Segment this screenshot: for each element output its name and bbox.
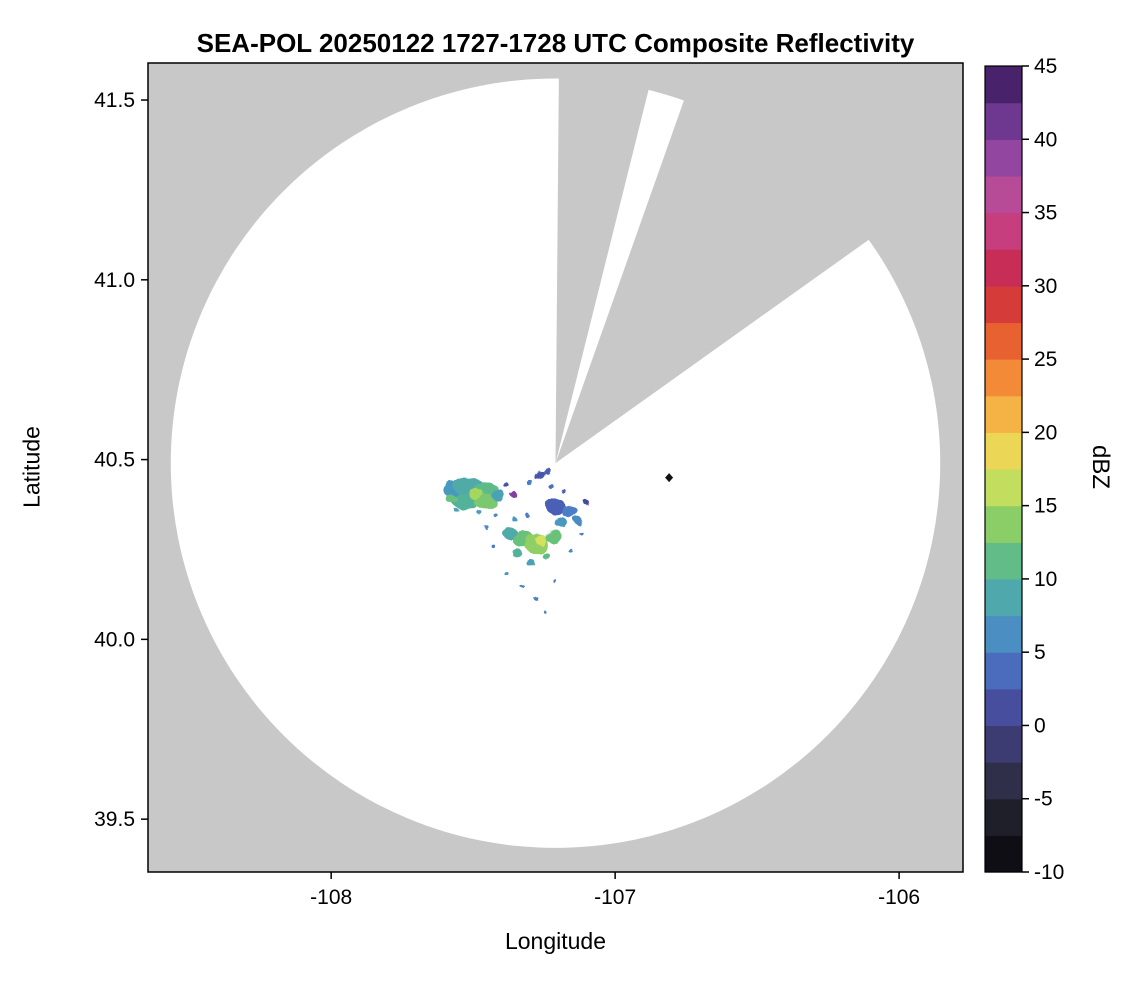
colorbar-band [985, 578, 1022, 617]
plot-frame [147, 62, 964, 873]
colorbar-tick-label: 20 [1034, 421, 1057, 444]
y-axis-label: Latitude [18, 426, 45, 508]
colorbar-tick-label: 30 [1034, 275, 1057, 298]
colorbar-band [985, 798, 1022, 836]
colorbar-tick-label: 0 [1034, 714, 1046, 737]
colorbar-tick-label: -5 [1034, 788, 1053, 811]
radar-echo [476, 509, 482, 514]
colorbar-band [985, 615, 1022, 653]
x-tick-label: -108 [310, 886, 352, 909]
colorbar-tick-label: 25 [1034, 348, 1057, 371]
colorbar-tick-label: 45 [1034, 55, 1057, 78]
radar-echo [561, 505, 578, 519]
colorbar-band [985, 359, 1022, 397]
radar-echo [493, 513, 499, 518]
radar-echo [468, 488, 484, 500]
colorbar-band [985, 66, 1022, 104]
station-marker [665, 473, 674, 483]
colorbar-band [985, 175, 1022, 214]
colorbar-band [985, 652, 1022, 690]
radar-echo [543, 466, 551, 474]
chart-title: SEA-POL 20250122 1727-1728 UTC Composite… [196, 28, 915, 58]
colorbar-band [985, 249, 1022, 287]
colorbar-band [985, 432, 1022, 470]
radar-echo [545, 529, 563, 545]
radar-echo [534, 471, 545, 481]
colorbar-tick-label: -10 [1034, 861, 1064, 884]
colorbar-band [985, 835, 1022, 873]
radar-echo [491, 490, 506, 501]
radar-echo [543, 553, 551, 560]
radar-echo [535, 535, 547, 546]
radar-echo [543, 610, 548, 614]
colorbar-band [985, 322, 1022, 360]
colorbar-band [985, 725, 1022, 763]
colorbar-band [985, 505, 1022, 543]
radar-echo [573, 517, 583, 525]
radar-echo [583, 500, 590, 506]
radar-echo [502, 482, 509, 488]
colorbar-label: dBZ [1087, 444, 1114, 490]
radar-echo [485, 525, 490, 531]
colorbar-frame [984, 65, 1023, 873]
radar-echo [568, 549, 574, 554]
radar-echo [512, 548, 523, 558]
radar-echo [525, 558, 535, 566]
colorbar-band [985, 395, 1022, 433]
colorbar-tick-label: 35 [1034, 202, 1057, 225]
colorbar-band [985, 285, 1022, 324]
radar-echo [509, 490, 517, 497]
colorbar-tick-label: 15 [1034, 495, 1057, 518]
radar-echo [513, 518, 519, 523]
y-tick-label: 40.5 [94, 449, 135, 472]
y-tick-label: 41.0 [94, 269, 135, 292]
radar-echo [503, 571, 509, 575]
colorbar-band [985, 212, 1022, 250]
colorbar-band [985, 139, 1022, 177]
radar-echo [446, 494, 458, 504]
radar-echo [526, 480, 534, 486]
colorbar-tick-label: 10 [1034, 568, 1057, 591]
radar-echoes [443, 466, 590, 614]
radar-echo [453, 508, 459, 512]
x-axis-label: Longitude [504, 928, 607, 954]
radar-echo [579, 531, 584, 536]
colorbar-band [985, 688, 1022, 727]
radar-echo [545, 498, 566, 515]
y-tick-label: 39.5 [94, 808, 135, 831]
x-tick-label: -107 [594, 886, 636, 909]
radar-echo [524, 513, 530, 518]
blocked-sector [555, 63, 656, 464]
radar-echo [533, 596, 538, 600]
radar-echo [491, 544, 496, 548]
colorbar-tick-label: 5 [1034, 641, 1046, 664]
plot-area [170, 63, 948, 848]
y-tick-label: 41.5 [94, 89, 135, 112]
x-tick-label: -106 [878, 886, 920, 909]
radar-echo [548, 484, 555, 490]
radar-echo [560, 487, 566, 493]
blocked-sector [555, 63, 948, 464]
colorbar-band [985, 469, 1022, 507]
colorbar-tick-label: 40 [1034, 128, 1057, 151]
radar-echo [554, 517, 568, 528]
radar-echo [519, 583, 524, 588]
y-tick-label: 40.0 [94, 628, 135, 651]
radar-echo [553, 580, 558, 584]
colorbar-band [985, 102, 1022, 140]
colorbar-band [985, 762, 1022, 800]
colorbar-band [985, 542, 1022, 580]
